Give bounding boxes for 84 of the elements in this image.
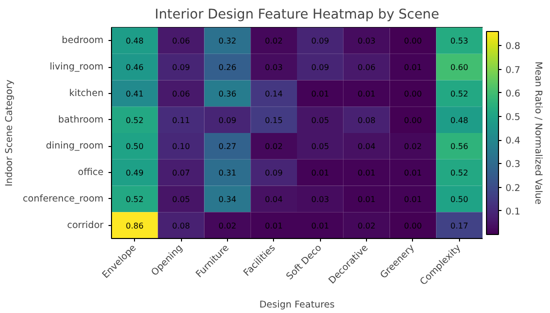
- data-label: 0.03: [264, 63, 283, 72]
- chart-title: Interior Design Feature Heatmap by Scene: [154, 8, 440, 22]
- y-tick-label: office: [78, 167, 104, 178]
- data-label: 0.36: [218, 89, 236, 98]
- data-label: 0.09: [218, 116, 236, 125]
- data-label: 0.00: [404, 116, 422, 125]
- data-label: 0.04: [358, 142, 376, 152]
- data-label: 0.01: [404, 63, 422, 72]
- data-label: 0.01: [311, 168, 330, 178]
- data-label: 0.01: [404, 194, 422, 204]
- data-label: 0.56: [450, 142, 468, 152]
- data-label: 0.09: [311, 63, 330, 72]
- y-tick-label: dining_room: [46, 140, 104, 152]
- data-label: 0.53: [450, 36, 468, 46]
- data-label: 0.09: [264, 168, 283, 178]
- y-tick-label: living_room: [50, 62, 104, 73]
- data-label: 0.15: [264, 116, 283, 125]
- data-label: 0.52: [126, 194, 144, 204]
- data-label: 0.05: [311, 116, 330, 125]
- data-label: 0.09: [311, 36, 330, 46]
- data-label: 0.50: [450, 194, 468, 204]
- data-label: 0.11: [172, 116, 190, 125]
- color-bar-title: Mean Ratio / Normalized Value: [532, 62, 544, 205]
- data-label: 0.02: [404, 142, 422, 152]
- data-label: 0.46: [126, 63, 144, 72]
- data-label: 0.02: [264, 36, 283, 46]
- data-label: 0.01: [311, 89, 330, 98]
- data-label: 0.09: [172, 63, 190, 72]
- data-label: 0.01: [358, 194, 376, 204]
- data-label: 0.27: [218, 142, 236, 152]
- color-bar-label: 0.6: [506, 88, 520, 100]
- data-label: 0.07: [172, 168, 190, 178]
- data-label: 0.03: [358, 36, 376, 46]
- y-tick-label: bathroom: [58, 114, 104, 126]
- data-label: 0.32: [218, 36, 236, 46]
- color-bar-label: 0.8: [506, 41, 520, 52]
- data-label: 0.14: [264, 89, 283, 98]
- y-tick-label: bedroom: [62, 35, 104, 46]
- data-label: 0.01: [358, 89, 376, 98]
- data-label: 0.02: [218, 221, 236, 230]
- data-label: 0.86: [126, 221, 144, 230]
- data-label: 0.04: [264, 194, 283, 204]
- data-label: 0.31: [218, 168, 236, 178]
- data-label: 0.52: [450, 168, 468, 178]
- data-label: 0.52: [126, 116, 144, 125]
- y-axis-title: Indoor Scene Category: [4, 79, 15, 186]
- color-bar-label: 0.4: [506, 136, 520, 147]
- data-label: 0.08: [172, 221, 190, 230]
- data-label: 0.01: [404, 168, 422, 178]
- data-label: 0.52: [450, 89, 468, 98]
- color-bar-label: 0.7: [506, 64, 520, 76]
- data-label: 0.10: [172, 142, 190, 152]
- y-tick-label: conference_room: [22, 193, 104, 204]
- data-label: 0.49: [126, 168, 144, 178]
- data-label: 0.34: [218, 194, 236, 204]
- color-bar-label: 0.1: [506, 206, 520, 218]
- data-label: 0.02: [358, 221, 376, 230]
- data-label: 0.60: [450, 63, 468, 72]
- data-label: 0.48: [126, 36, 144, 46]
- data-label: 0.03: [311, 194, 330, 204]
- color-bar-label: 0.5: [506, 112, 520, 123]
- data-label: 0.08: [358, 116, 376, 125]
- data-label: 0.01: [358, 168, 376, 178]
- data-label: 0.01: [264, 221, 283, 230]
- data-label: 0.17: [450, 221, 468, 230]
- data-label: 0.41: [126, 89, 144, 98]
- data-label: 0.00: [404, 221, 422, 230]
- data-label: 0.00: [404, 89, 422, 98]
- x-axis-title: Design Features: [259, 300, 335, 311]
- data-label: 0.06: [172, 89, 190, 98]
- data-label: 0.02: [264, 142, 283, 152]
- data-label: 0.06: [358, 63, 376, 72]
- y-tick-label: corridor: [67, 220, 104, 231]
- data-label: 0.05: [172, 194, 190, 204]
- data-label: 0.26: [218, 63, 236, 72]
- data-label: 0.06: [172, 36, 190, 46]
- data-label: 0.01: [311, 221, 330, 230]
- color-bar-label: 0.2: [506, 182, 520, 194]
- y-tick-label: kitchen: [69, 88, 104, 99]
- data-label: 0.48: [450, 116, 468, 125]
- data-label: 0.00: [404, 36, 422, 46]
- color-bar-label: 0.3: [506, 159, 520, 170]
- data-label: 0.50: [126, 142, 144, 152]
- data-label: 0.05: [311, 142, 330, 152]
